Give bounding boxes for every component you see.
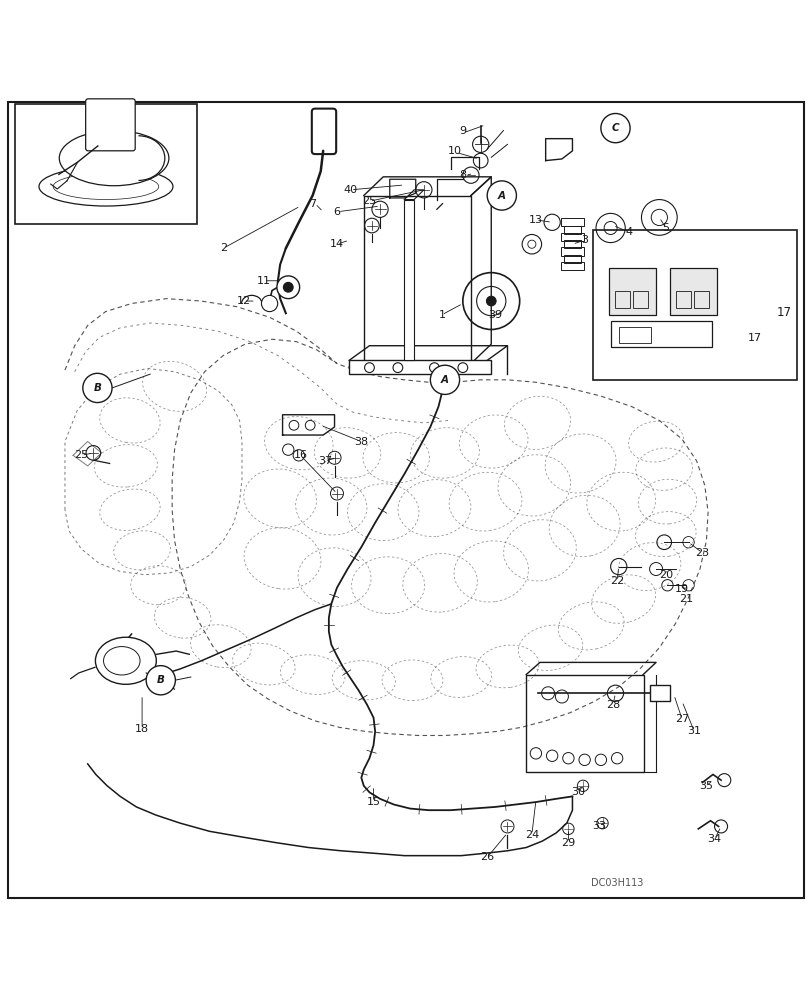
Bar [592,230,796,380]
Ellipse shape [96,637,156,684]
Text: 6: 6 [333,207,340,217]
Text: 5: 5 [662,223,668,233]
Circle shape [600,113,629,143]
Text: 18: 18 [135,724,149,734]
Bar [608,268,655,315]
Bar [615,291,629,308]
Circle shape [457,363,467,373]
Circle shape [393,363,402,373]
Text: 25: 25 [74,450,88,460]
Bar [563,240,581,248]
Bar [693,291,708,308]
Circle shape [364,363,374,373]
Text: 31: 31 [686,726,701,736]
Text: 19: 19 [674,584,689,594]
Text: 8: 8 [459,170,466,180]
Text: 22: 22 [609,576,624,586]
Text: 9: 9 [459,126,466,136]
Bar [560,262,583,270]
Text: 35: 35 [698,781,713,791]
Text: 21: 21 [678,594,693,604]
Text: 37: 37 [317,456,332,466]
Bar [560,247,583,256]
Bar [560,218,583,226]
Text: 12: 12 [236,296,251,306]
Circle shape [486,296,496,306]
Text: 34: 34 [706,834,721,844]
Circle shape [146,666,175,695]
Bar [633,291,647,308]
FancyBboxPatch shape [86,99,135,151]
Text: 30: 30 [570,787,585,797]
Text: DC03H113: DC03H113 [590,878,642,888]
Bar [526,675,643,772]
Text: B: B [93,383,101,393]
Bar [349,360,491,374]
Text: 25: 25 [362,196,376,206]
Text: 33: 33 [591,821,606,831]
Circle shape [429,363,439,373]
Text: 17: 17 [776,306,791,319]
Bar [649,685,669,701]
Text: 16: 16 [293,450,307,460]
Text: 13: 13 [528,215,543,225]
Text: 20: 20 [658,570,672,580]
Text: 4: 4 [625,227,632,237]
Text: 7: 7 [309,199,315,209]
Text: A: A [440,375,448,385]
Ellipse shape [59,131,169,186]
Text: 38: 38 [354,437,368,447]
Circle shape [83,373,112,403]
Text: 14: 14 [329,239,344,249]
Bar [563,255,581,263]
Bar [618,327,650,343]
Text: 2: 2 [220,243,226,253]
Text: 10: 10 [447,146,461,156]
Text: 15: 15 [366,797,380,807]
Circle shape [283,282,293,292]
Bar [15,104,197,224]
Text: 1: 1 [439,310,445,320]
Text: 3: 3 [581,235,587,245]
Circle shape [487,181,516,210]
Bar [669,268,716,315]
Text: 28: 28 [605,700,620,710]
Bar [563,226,581,234]
Bar [560,233,583,241]
Text: 24: 24 [524,830,539,840]
Text: B: B [157,675,165,685]
Text: C: C [611,123,619,133]
Circle shape [277,276,299,299]
Circle shape [430,365,459,394]
Circle shape [261,295,277,312]
Bar [404,200,414,360]
Text: 27: 27 [674,714,689,724]
Text: 40: 40 [343,185,358,195]
Text: 26: 26 [479,852,494,862]
Text: 11: 11 [256,276,271,286]
Text: 29: 29 [560,838,575,848]
Text: 39: 39 [487,310,502,320]
Bar [676,291,690,308]
Text: 17: 17 [747,333,762,343]
Text: 23: 23 [694,548,709,558]
Bar [610,321,711,347]
FancyBboxPatch shape [311,109,336,154]
Text: A: A [497,191,505,201]
